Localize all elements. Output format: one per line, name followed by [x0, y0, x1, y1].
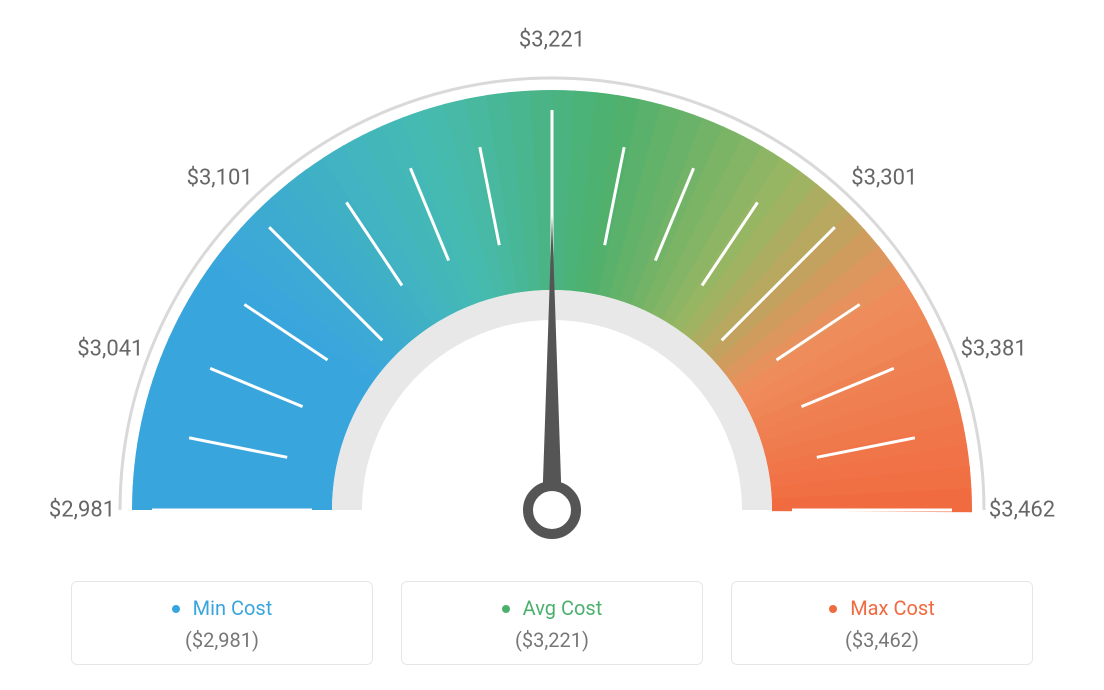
legend-min-value: ($2,981) — [72, 628, 372, 652]
legend-card-min: Min Cost ($2,981) — [71, 581, 373, 665]
legend-title-min: Min Cost — [72, 596, 372, 620]
scale-label: $3,301 — [851, 165, 917, 190]
legend-min-label: Min Cost — [193, 596, 273, 620]
dot-icon — [172, 605, 180, 613]
legend-row: Min Cost ($2,981) Avg Cost ($3,221) Max … — [0, 581, 1104, 665]
dot-icon — [502, 605, 510, 613]
scale-label: $3,221 — [519, 28, 585, 53]
scale-label: $3,041 — [77, 337, 143, 362]
scale-label: $2,981 — [49, 498, 115, 523]
gauge-chart-container: $2,981 $3,041 $3,101 $3,221 $3,301 $3,381 $3,4… — [0, 0, 1104, 690]
legend-max-value: ($3,462) — [732, 628, 1032, 652]
legend-title-max: Max Cost — [732, 596, 1032, 620]
legend-avg-label: Avg Cost — [523, 596, 603, 620]
scale-label: $3,462 — [989, 498, 1055, 523]
legend-card-avg: Avg Cost ($3,221) — [401, 581, 703, 665]
scale-label: $3,381 — [961, 337, 1027, 362]
gauge-area: $2,981 $3,041 $3,101 $3,221 $3,301 $3,381 $3,4… — [0, 0, 1104, 560]
legend-max-label: Max Cost — [850, 596, 935, 620]
dot-icon — [829, 605, 837, 613]
legend-avg-value: ($3,221) — [402, 628, 702, 652]
scale-label: $3,101 — [187, 165, 253, 190]
legend-card-max: Max Cost ($3,462) — [731, 581, 1033, 665]
legend-title-avg: Avg Cost — [402, 596, 702, 620]
gauge-svg — [0, 0, 1104, 560]
